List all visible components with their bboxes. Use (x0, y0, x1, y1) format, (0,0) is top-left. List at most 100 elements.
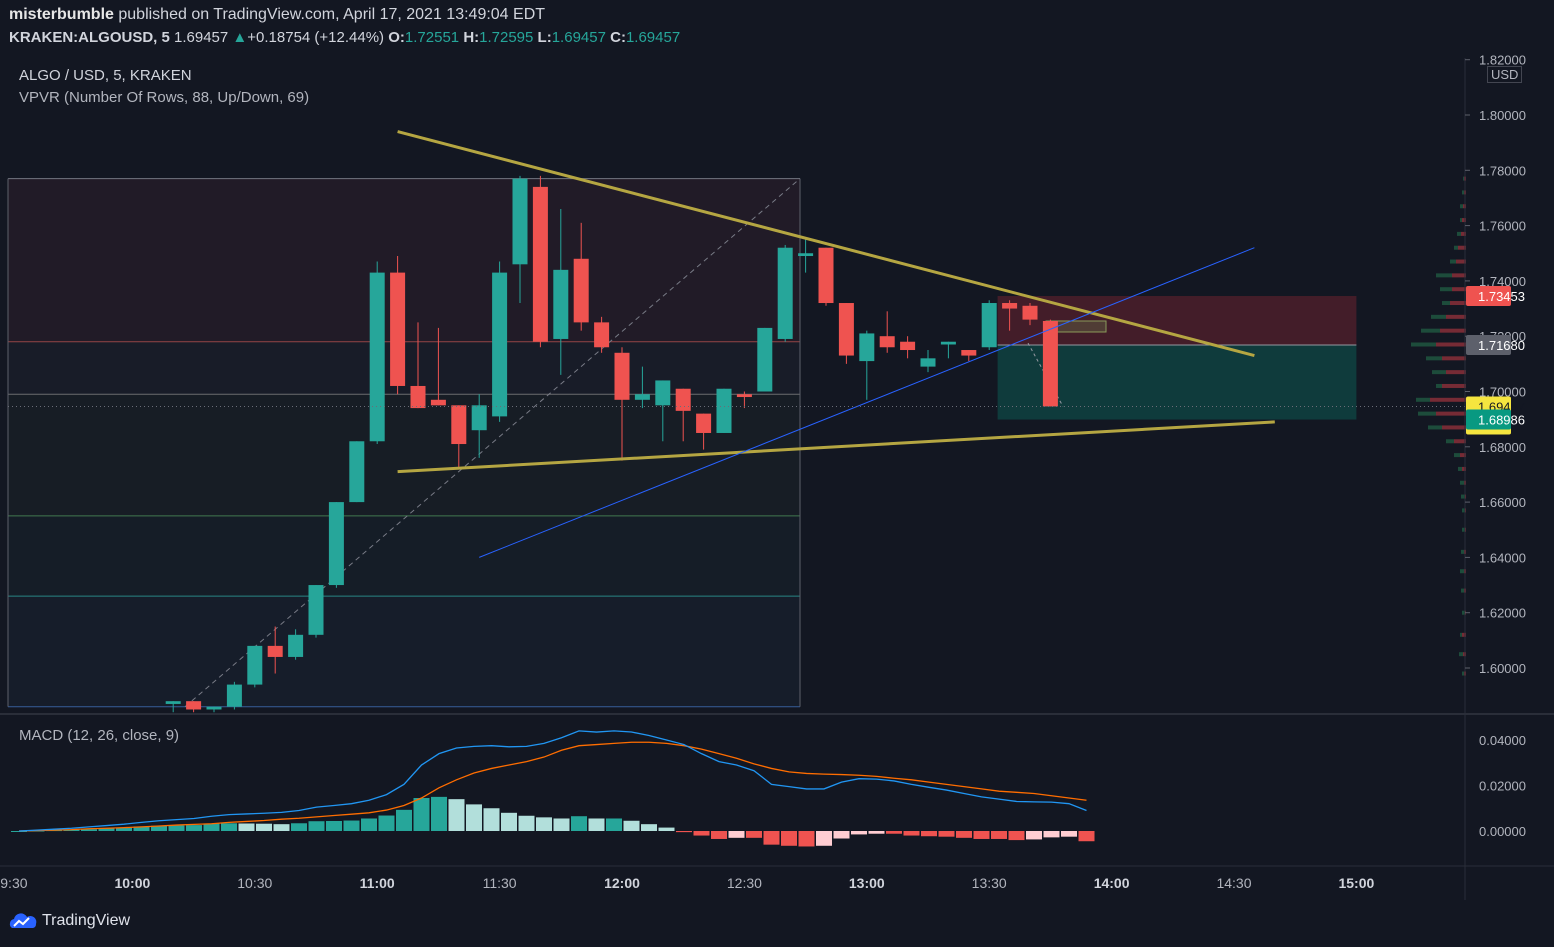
price-axis[interactable]: 1.820001.800001.780001.760001.740001.720… (0, 53, 1554, 900)
candle-body (1042, 320, 1058, 407)
volume-up-bar (1442, 301, 1450, 306)
author-name[interactable]: misterbumble (9, 6, 114, 23)
price-label-box (1466, 286, 1511, 307)
low-value: 1.69457 (551, 29, 606, 46)
candle-body (206, 706, 222, 710)
main-pane-title: ALGO / USD, 5, KRAKEN (19, 67, 192, 84)
macd-tick-label: 0.00000 (1479, 824, 1526, 839)
macd-title[interactable]: MACD (12, 26, close, 9) (19, 727, 180, 744)
volume-up-bar (1462, 527, 1465, 532)
volume-up-bar (1454, 245, 1458, 250)
macd-histogram-bar (571, 816, 587, 831)
symbol-name: KRAKEN:ALGOUSD, 5 (9, 29, 170, 46)
macd-histogram-bar (833, 831, 850, 839)
macd-pane: 0.04000 0.02000 0.00000 (11, 730, 1526, 847)
price-tick-label: 1.70000 (1479, 385, 1526, 400)
candle-body (920, 358, 936, 367)
macd-histogram-bar (168, 825, 185, 831)
macd-histogram-bar (536, 817, 552, 831)
time-tick-label: 10:00 (114, 875, 150, 891)
low-label: L: (537, 29, 552, 46)
macd-histogram-bar (343, 820, 360, 831)
volume-up-bar (1459, 652, 1463, 657)
volume-up-bar (1416, 397, 1430, 402)
candle-body (451, 405, 467, 445)
volume-down-bar (1456, 259, 1466, 264)
header-bar: misterbumble published on TradingView.co… (0, 0, 1554, 58)
macd-signal-line (18, 741, 1087, 832)
time-axis[interactable]: 09:30 10:00 10:30 11:00 11:30 12:00 12:30 13:00… (0, 865, 1554, 891)
macd-histogram-bar (413, 798, 430, 831)
candle-body (328, 502, 344, 586)
candle-body (430, 399, 446, 406)
time-tick-label: 11:30 (483, 875, 517, 891)
volume-up-bar (1432, 370, 1446, 375)
macd-histogram-bar (63, 829, 80, 831)
candle-body (288, 634, 304, 657)
macd-histogram-bar (1061, 831, 1077, 837)
macd-histogram-bar (1043, 831, 1060, 838)
volume-up-bar (1436, 273, 1452, 278)
fib-retracement[interactable] (7, 178, 801, 708)
candle-body (838, 303, 854, 356)
macd-histogram-bar (938, 831, 955, 837)
macd-histogram-bar (991, 831, 1007, 839)
candle-body (553, 269, 569, 339)
price-tick-label: 1.76000 (1479, 219, 1526, 234)
price-tick-label: 1.66000 (1479, 495, 1526, 510)
volume-profile (1411, 176, 1466, 676)
volume-up-bar (1462, 190, 1464, 195)
open-value: 1.72551 (404, 29, 460, 46)
macd-histogram-bar (676, 831, 692, 833)
macd-histogram-bar (273, 824, 290, 831)
macd-histogram-bar (256, 823, 272, 831)
candle-body (573, 258, 589, 323)
candle-body (818, 247, 834, 304)
macd-histogram-bar (1008, 831, 1025, 841)
volume-up-bar (1418, 411, 1436, 416)
close-label: C: (610, 29, 626, 46)
macd-tick-label: 0.02000 (1479, 779, 1526, 794)
candle-body (716, 388, 732, 433)
last-price: 1.69457 (174, 29, 229, 46)
drawing-lines[interactable] (8, 130, 1465, 558)
candle-body (308, 585, 324, 635)
volume-up-bar (1446, 439, 1454, 444)
macd-histogram-bar (973, 831, 990, 839)
candle-body (390, 272, 406, 386)
candle-body (961, 350, 977, 356)
time-tick-label: 10:30 (237, 875, 272, 891)
volume-down-bar (1440, 328, 1466, 333)
macd-histogram-bar (658, 827, 675, 831)
volume-down-bar (1442, 383, 1466, 388)
volume-down-bar (1446, 370, 1466, 375)
tradingview-logo[interactable]: TradingView (8, 912, 130, 930)
volume-up-bar (1462, 671, 1464, 676)
price-label-text: 1.73453 (1478, 289, 1525, 304)
candle-body (655, 380, 671, 406)
footer (0, 900, 1554, 947)
volume-up-bar (1463, 176, 1464, 181)
volume-up-bar (1462, 508, 1465, 513)
volume-up-bar (1460, 632, 1462, 637)
volume-up-bar (1431, 314, 1446, 319)
volume-up-bar (1461, 588, 1464, 593)
macd-histogram-bar (728, 831, 745, 838)
macd-histogram-bar (903, 831, 920, 836)
vpvr-title[interactable]: VPVR (Number Of Rows, 88, Up/Down, 69) (19, 89, 310, 106)
volume-down-bar (1460, 453, 1466, 458)
price-label-box (1466, 409, 1511, 430)
price-chart[interactable]: 0.04000 0.02000 0.00000 1.82000 1.80000 1.78… (0, 0, 1554, 900)
macd-histogram-bar (238, 823, 255, 831)
upper-trendline (397, 130, 1255, 358)
candle-body (247, 645, 263, 685)
candle-body (634, 394, 650, 400)
macd-histogram-bar (956, 831, 972, 838)
volume-up-bar (1460, 569, 1464, 574)
candle-body (859, 333, 875, 362)
macd-histogram-bar (116, 827, 132, 831)
candles (165, 175, 1058, 713)
macd-histogram-bar (378, 815, 395, 831)
volume-up-bar (1450, 259, 1456, 264)
macd-histogram-bar (518, 815, 535, 831)
